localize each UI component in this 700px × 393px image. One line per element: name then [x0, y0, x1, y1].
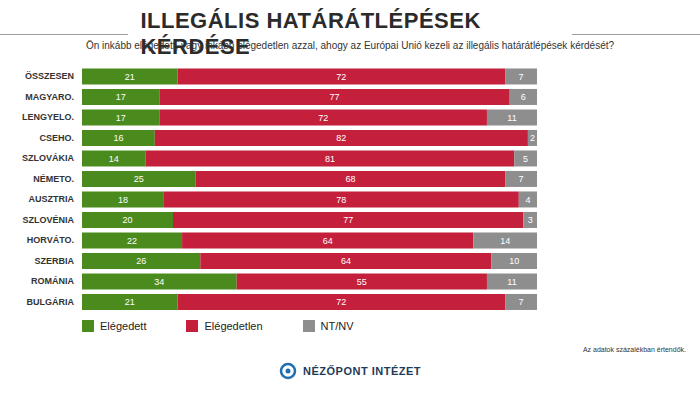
- svg-text:21: 21: [125, 72, 135, 82]
- svg-text:25: 25: [134, 174, 144, 184]
- svg-text:82: 82: [336, 133, 346, 143]
- svg-text:72: 72: [336, 72, 346, 82]
- svg-text:17: 17: [116, 113, 126, 123]
- svg-text:72: 72: [336, 297, 346, 307]
- svg-text:34: 34: [154, 277, 164, 287]
- svg-text:64: 64: [341, 256, 351, 266]
- svg-text:11: 11: [507, 277, 516, 287]
- svg-text:5: 5: [523, 154, 528, 164]
- svg-text:10: 10: [509, 256, 519, 266]
- svg-text:14: 14: [500, 236, 510, 246]
- svg-text:SZLOVÉNIA: SZLOVÉNIA: [22, 215, 74, 225]
- svg-text:72: 72: [318, 113, 328, 123]
- svg-text:26: 26: [136, 256, 146, 266]
- html-text:Elégedetlen: Elégedetlen: [204, 320, 263, 332]
- svg-text:6: 6: [521, 92, 526, 102]
- svg-text:2: 2: [530, 133, 535, 143]
- svg-text:7: 7: [519, 174, 524, 184]
- html-text:Az adatok százalékban értendők: Az adatok százalékban értendők.: [582, 346, 686, 353]
- svg-text:HORVÁTO.: HORVÁTO.: [27, 235, 74, 245]
- svg-text:77: 77: [343, 215, 353, 225]
- svg-text:SZERBIA: SZERBIA: [34, 256, 74, 266]
- svg-text:ROMÁNIA: ROMÁNIA: [31, 276, 74, 286]
- svg-text:7: 7: [519, 297, 524, 307]
- svg-text:7: 7: [519, 72, 524, 82]
- svg-text:AUSZTRIA: AUSZTRIA: [29, 194, 75, 204]
- svg-text:81: 81: [325, 154, 335, 164]
- svg-text:MAGYARO.: MAGYARO.: [25, 92, 74, 102]
- svg-text:22: 22: [127, 236, 137, 246]
- svg-text:LENGYELO.: LENGYELO.: [22, 112, 74, 122]
- svg-text:20: 20: [122, 215, 132, 225]
- svg-text:3: 3: [528, 215, 533, 225]
- svg-text:55: 55: [357, 277, 367, 287]
- svg-text:SZLOVÁKIA: SZLOVÁKIA: [22, 153, 75, 163]
- svg-text:21: 21: [125, 297, 135, 307]
- svg-text:ÖSSZESEN: ÖSSZESEN: [25, 71, 74, 81]
- svg-text:11: 11: [507, 113, 516, 123]
- svg-text:14: 14: [109, 154, 119, 164]
- html-text:Elégedett: Elégedett: [100, 320, 147, 332]
- svg-text:BULGÁRIA: BULGÁRIA: [27, 297, 75, 307]
- svg-text:77: 77: [330, 92, 340, 102]
- svg-text:NÉMETO.: NÉMETO.: [33, 174, 74, 184]
- svg-text:16: 16: [113, 133, 123, 143]
- html-text:NT/NV: NT/NV: [320, 320, 354, 332]
- svg-text:64: 64: [323, 236, 333, 246]
- svg-text:78: 78: [336, 195, 346, 205]
- svg-text:68: 68: [345, 174, 355, 184]
- svg-text:18: 18: [118, 195, 128, 205]
- html-text:Ön inkább elégedett, vagy inká: Ön inkább elégedett, vagy inkább elégede…: [85, 40, 615, 51]
- html-text:ILLEGÁLIS HATÁRÁTLÉPÉSEK KÉRDÉ: ILLEGÁLIS HATÁRÁTLÉPÉSEK KÉRDÉSE: [140, 8, 481, 59]
- svg-text:CSEHO.: CSEHO.: [39, 133, 74, 143]
- svg-text:4: 4: [525, 195, 530, 205]
- html-text:NÉZŐPONT INTÉZET: NÉZŐPONT INTÉZET: [303, 365, 421, 377]
- svg-text:17: 17: [116, 92, 126, 102]
